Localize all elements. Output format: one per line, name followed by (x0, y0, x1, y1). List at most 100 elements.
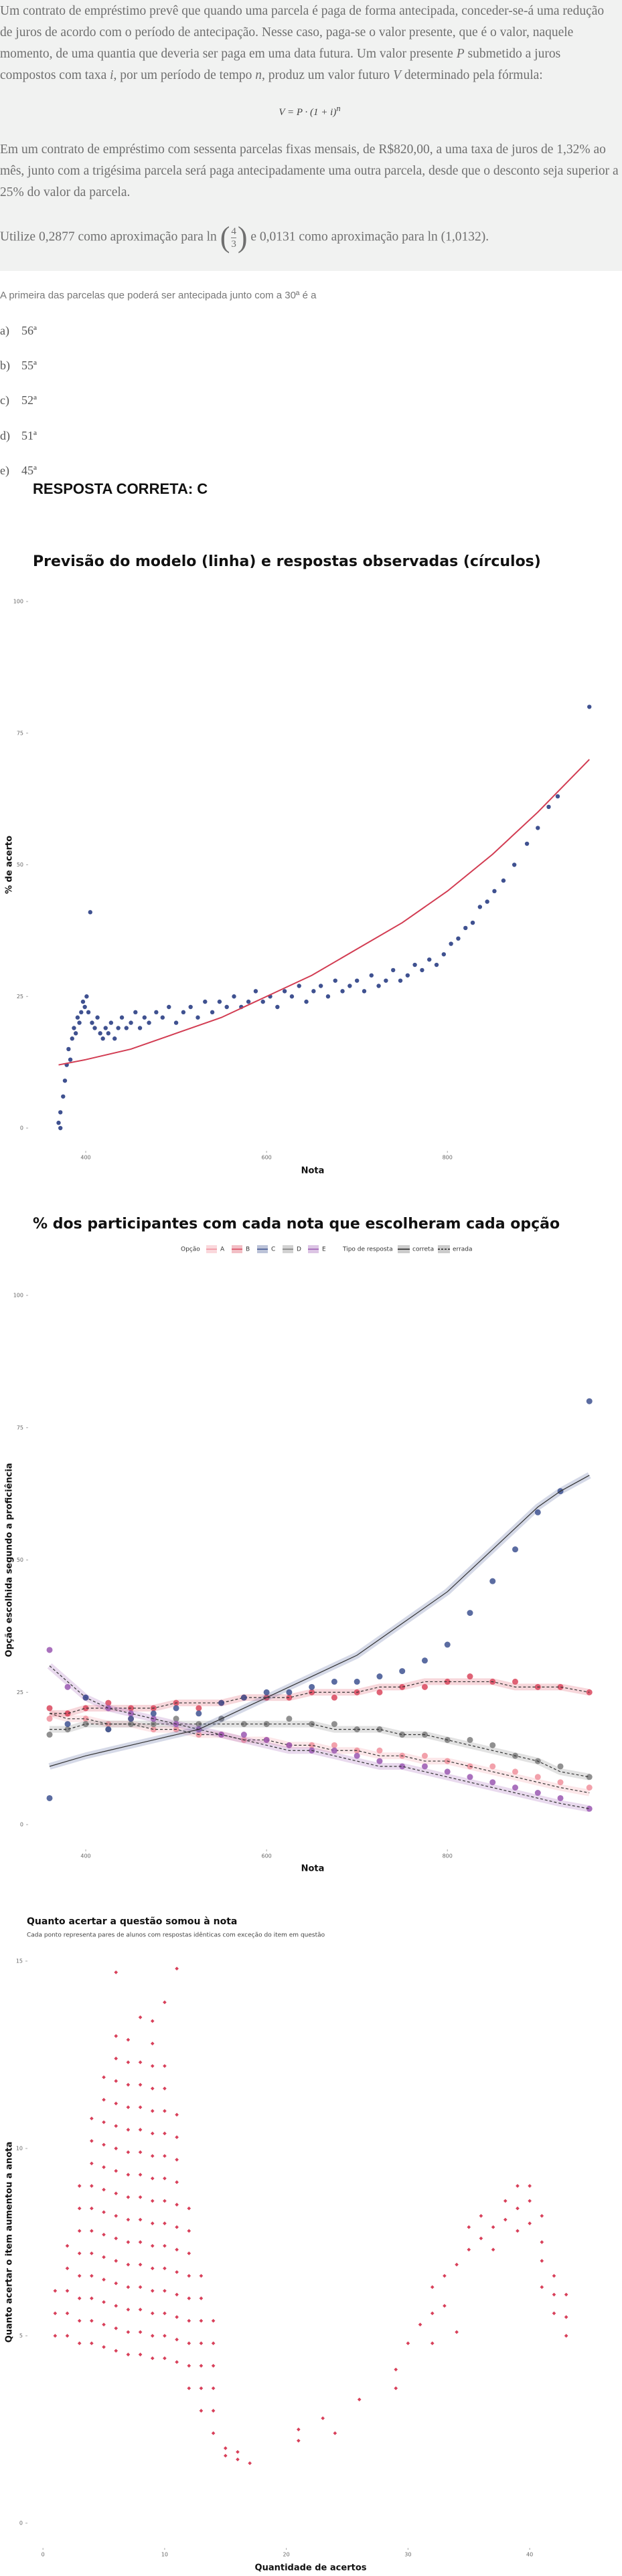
text: Utilize 0,2877 como aproximação para ln (0, 229, 217, 244)
fit-line (49, 1475, 590, 1767)
point (540, 2285, 544, 2290)
point (150, 2086, 155, 2091)
point (557, 1683, 564, 1690)
point (286, 1716, 293, 1722)
point (126, 2105, 131, 2110)
point (340, 989, 345, 994)
point (557, 1795, 564, 1801)
text: e 0,0131 como aproximação para ln (1,013… (250, 229, 489, 244)
point (512, 1546, 519, 1553)
y-tick-label: 0 (20, 1822, 23, 1828)
point (357, 2397, 362, 2402)
point (467, 1610, 473, 1617)
point (246, 999, 251, 1004)
point (524, 841, 530, 846)
point (114, 2281, 119, 2286)
point (333, 978, 337, 983)
option-letter: b) (0, 359, 10, 373)
point (199, 2409, 204, 2413)
point (503, 2217, 508, 2222)
point (354, 1726, 360, 1733)
point (70, 1036, 74, 1041)
option-text: 56ª (21, 324, 37, 337)
point (418, 2322, 422, 2327)
point (489, 1742, 496, 1748)
point (297, 984, 301, 988)
point (187, 2251, 191, 2256)
point (82, 1694, 89, 1701)
point (126, 2082, 131, 2087)
point (260, 999, 265, 1004)
point (430, 2311, 435, 2316)
point (398, 978, 403, 983)
point (114, 2236, 119, 2241)
point (46, 1705, 53, 1712)
point (309, 1683, 315, 1690)
point (528, 2221, 532, 2225)
point (399, 1732, 406, 1738)
point (100, 1036, 105, 1041)
point (102, 2165, 106, 2169)
point (167, 1004, 171, 1010)
point (456, 936, 461, 941)
point (138, 2150, 143, 2154)
x-tick-label: 40 (526, 2552, 533, 2558)
point (304, 999, 309, 1004)
point (77, 2318, 82, 2323)
y-tick-label: 25 (17, 994, 23, 1000)
point (126, 2353, 131, 2357)
point (286, 1742, 293, 1748)
point (108, 1020, 114, 1025)
point (65, 2288, 70, 2293)
point (138, 2195, 143, 2199)
point (138, 2262, 143, 2267)
point (586, 1398, 593, 1404)
point (126, 2307, 131, 2312)
point (102, 2098, 106, 2102)
point (376, 1726, 383, 1733)
point (46, 1716, 53, 1722)
point (79, 1010, 84, 1015)
paragraph: Em um contrato de empréstimo com sessent… (0, 143, 619, 199)
point (126, 2128, 131, 2132)
text: , por um período de tempo (113, 68, 256, 82)
point (240, 1721, 247, 1728)
y-tick-label: 75 (17, 730, 23, 736)
point (489, 1779, 496, 1786)
point (399, 1668, 406, 1675)
point (528, 2184, 532, 2188)
formula: V = P · (1 + i)n (0, 98, 619, 123)
x-tick-label: 600 (261, 1155, 271, 1161)
point (503, 2199, 508, 2203)
point (399, 1683, 406, 1690)
point (211, 2431, 216, 2435)
point (175, 2247, 179, 2252)
point (181, 1010, 186, 1015)
point (223, 2454, 228, 2458)
point (126, 2330, 131, 2334)
var: P (456, 47, 465, 61)
point (512, 1784, 519, 1791)
point (77, 2251, 82, 2256)
point (95, 1015, 100, 1020)
point (501, 878, 506, 883)
legend-label: E (322, 1247, 326, 1253)
point (175, 2203, 179, 2207)
point (64, 1683, 71, 1690)
point (449, 941, 453, 946)
point (126, 2060, 131, 2065)
y-tick-label: 5 (19, 2333, 23, 2339)
point (421, 1657, 428, 1664)
point (512, 1768, 519, 1775)
point (73, 1031, 78, 1036)
point (163, 2266, 167, 2271)
point (114, 2101, 119, 2106)
point (512, 862, 517, 867)
point (331, 1678, 337, 1685)
option: c) 52ª (0, 392, 37, 408)
point (61, 1094, 66, 1099)
var: n (255, 68, 262, 82)
point (421, 1683, 428, 1690)
point (187, 2274, 191, 2278)
